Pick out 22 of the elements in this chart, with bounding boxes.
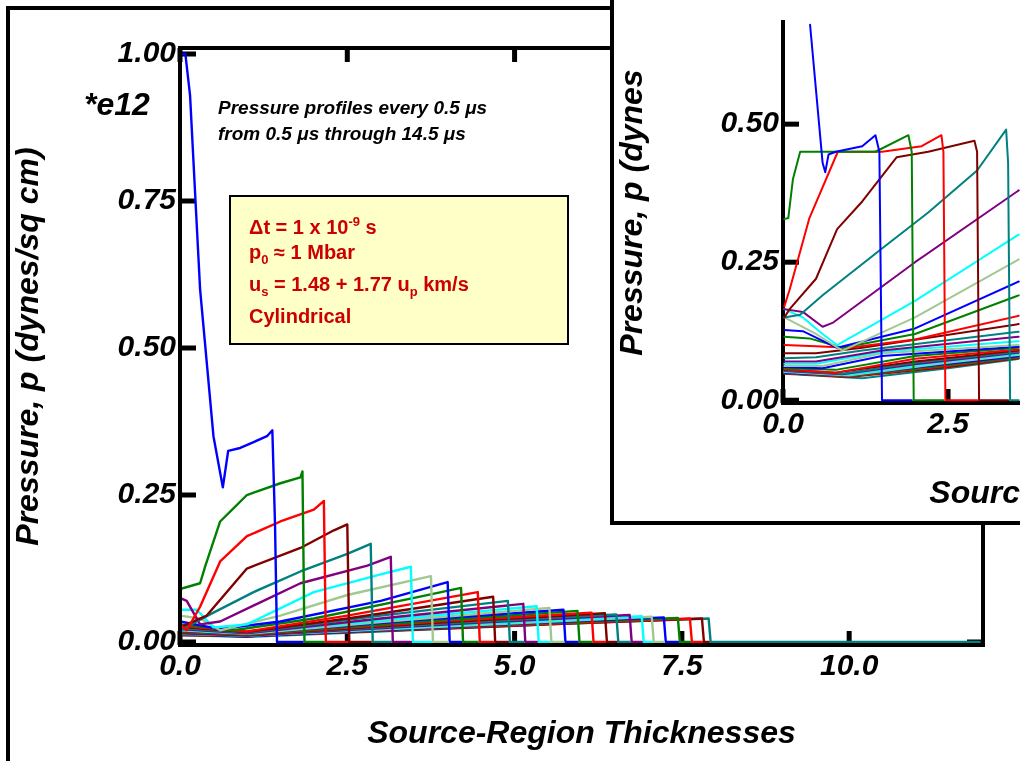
x-tick-label: 2.5 <box>926 406 971 440</box>
x-tick-label: 2.5 <box>325 648 370 682</box>
x-tick-label: 5.0 <box>493 648 536 682</box>
x-tick-label: 7.5 <box>661 648 705 682</box>
text: *e12 <box>84 86 150 123</box>
annotation: p$_{0}$ ≈ 1 Mbar <box>249 239 356 269</box>
y-tick-label: 0.25 <box>117 476 178 510</box>
annotation: u$_{s}$ = 1.48 + 1.77 u$_{p}$ km/s <box>249 271 470 301</box>
annotation: Cylindrical <box>249 303 353 329</box>
y-tick-label: 1.00 <box>117 35 177 69</box>
y-tick-label: 0.50 <box>720 105 780 139</box>
x-axis-title: Sourc <box>929 473 1020 510</box>
y-tick-label: 0.25 <box>720 243 781 277</box>
y-tick-label: 0.75 <box>117 182 178 216</box>
annotation: Δt = 1 x 10$^{-9}$ s <box>249 213 378 240</box>
y-axis-title: Pressure, p (dynes <box>613 69 650 356</box>
x-tick-label: 10.0 <box>819 648 879 682</box>
annotation: Pressure profiles every 0.5 μs <box>218 96 488 120</box>
annotation: from 0.5 μs through 14.5 μs <box>218 122 467 146</box>
y-axis-title: Pressure, p (dynes/sq cm) <box>9 147 46 546</box>
y-tick-label: 0.50 <box>117 329 177 363</box>
x-axis-title: Source-Region Thicknesses <box>367 713 796 750</box>
